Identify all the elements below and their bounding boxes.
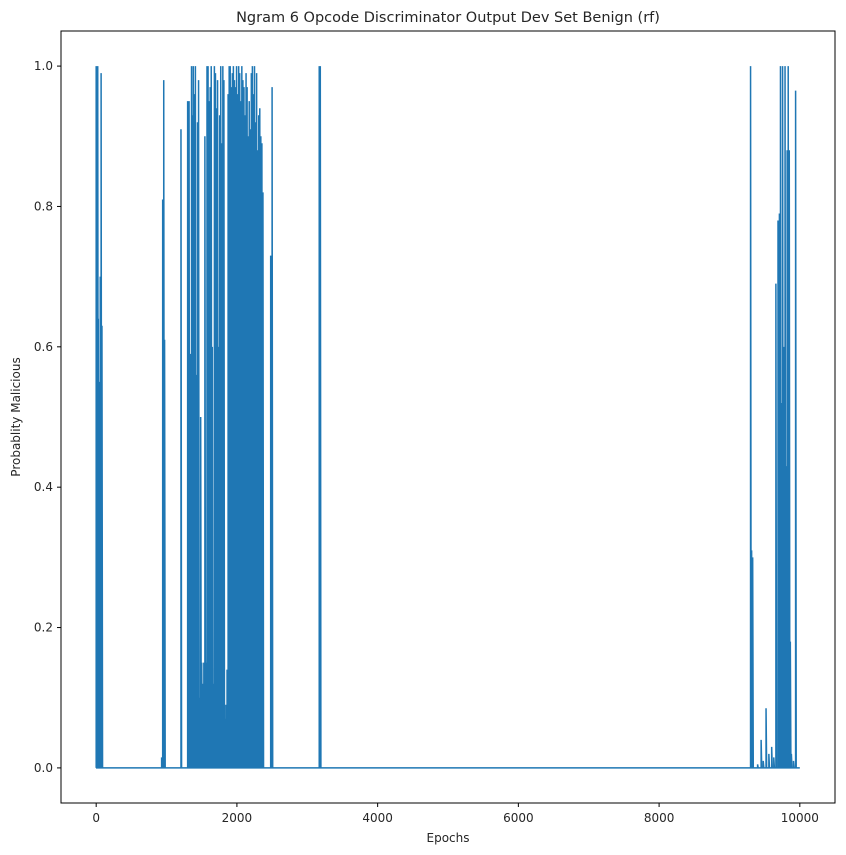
- x-axis: 0 2000 4000 6000 8000 10000: [92, 803, 819, 825]
- y-tick-label: 0.2: [34, 621, 53, 635]
- y-tick-label: 0.4: [34, 480, 53, 494]
- x-tick-label: 6000: [503, 811, 534, 825]
- x-tick-label: 8000: [644, 811, 675, 825]
- x-tick-label: 10000: [781, 811, 819, 825]
- chart-title: Ngram 6 Opcode Discriminator Output Dev …: [236, 10, 660, 26]
- y-axis: 0.0 0.2 0.4 0.6 0.8 1.0: [34, 59, 61, 775]
- plot-area: [95, 66, 800, 769]
- x-tick-label: 2000: [222, 811, 253, 825]
- y-tick-label: 0.8: [34, 199, 53, 213]
- x-axis-label: Epochs: [427, 831, 470, 845]
- series-line: [95, 66, 800, 769]
- y-tick-label: 0.0: [34, 761, 53, 775]
- x-tick-label: 0: [92, 811, 100, 825]
- plot-frame: [60, 30, 836, 804]
- y-axis-label: Probablity Malicious: [9, 357, 23, 476]
- x-tick-label: 4000: [362, 811, 393, 825]
- y-tick-label: 0.6: [34, 340, 53, 354]
- y-tick-label: 1.0: [34, 59, 53, 73]
